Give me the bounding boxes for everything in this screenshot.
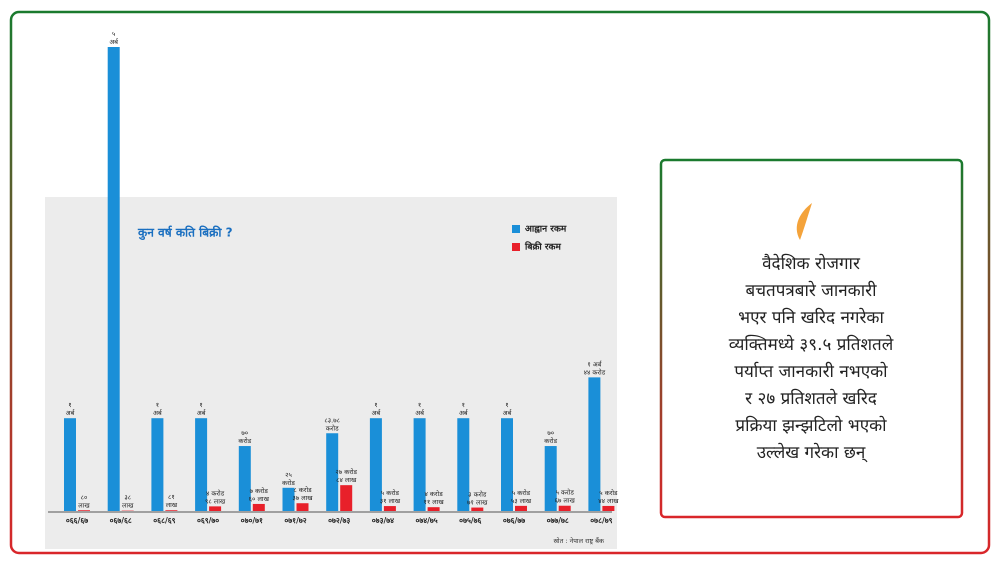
- bar: [457, 418, 470, 511]
- value-label: ८० लाख: [78, 493, 90, 509]
- value-label: ८ करोड ३७ लाख: [292, 486, 313, 502]
- bar: [515, 505, 527, 511]
- value-label: १ अर्ब: [372, 401, 382, 417]
- value-label: ७० करोड: [238, 429, 251, 445]
- bar: [326, 433, 339, 511]
- x-tick-label: ०७८/७९: [590, 516, 612, 525]
- quote-box: [659, 158, 964, 519]
- legend-swatch: [512, 225, 520, 233]
- bar: [252, 503, 265, 511]
- value-label: ४ करोड ११ लाख: [423, 490, 444, 506]
- quote-line: पर्याप्त जानकारी नभएको: [734, 361, 888, 382]
- chart-title: कुन वर्ष कति बिक्री ?: [137, 226, 233, 241]
- x-tick-label: ०७१/७२: [284, 516, 306, 525]
- value-label: ७० करोड: [544, 429, 557, 445]
- x-tick-label: ०६६/६७: [66, 516, 88, 525]
- quote-line: प्रक्रिया झन्झटिलो भएको: [735, 415, 887, 436]
- value-label: १ अर्ब: [66, 401, 76, 417]
- x-tick-label: ०६७/६८: [110, 516, 132, 525]
- quote-line: भएर पनि खरिद नगरेका: [738, 307, 884, 328]
- value-label: ८१ लाख: [166, 493, 178, 509]
- bar: [282, 487, 295, 511]
- value-label: २७ करोड ८४ लाख: [335, 468, 357, 484]
- value-label: ५ करोड ५३ लाख: [511, 489, 532, 505]
- outer-frame: [9, 10, 991, 555]
- bar: [296, 503, 309, 511]
- source: स्रोत : नेपाल राष्ट्र बैंक: [553, 537, 605, 545]
- bar: [165, 510, 178, 511]
- value-label: ४ करोड ९८ लाख: [205, 489, 226, 505]
- value-label: १ अर्ब ४४ करोड: [584, 360, 606, 376]
- value-label: १ अर्ब: [153, 401, 163, 417]
- value-label: ५ करोड ३१ लाख: [380, 489, 401, 505]
- bar: [78, 510, 90, 511]
- x-tick-label: ०६८/६९: [153, 516, 175, 525]
- quote-line: बचतपत्रबारे जानकारी: [746, 280, 878, 301]
- bar: [501, 418, 513, 511]
- x-tick-label: ०७७/७८: [547, 516, 569, 525]
- value-label: १ अर्ब: [459, 401, 469, 417]
- value-label: ५ करोड ४४ लाख: [598, 489, 619, 505]
- x-tick-label: ०७३/७४: [372, 516, 394, 525]
- value-label: १ अर्ब: [197, 401, 207, 417]
- bar: [544, 446, 557, 511]
- x-tick-label: ०७५/७६: [459, 516, 481, 525]
- bar: [383, 506, 396, 511]
- bar: [64, 418, 76, 511]
- bar: [588, 377, 601, 511]
- bar: [427, 507, 440, 511]
- bar: [238, 446, 251, 511]
- quote-icon: [796, 203, 812, 240]
- legend-label: आह्वान रकम: [525, 225, 567, 235]
- x-tick-label: ०७६/७७: [503, 516, 525, 525]
- bar: [195, 418, 208, 511]
- legend-label: बिक्री रकम: [524, 241, 561, 253]
- value-label: ५ अर्ब: [109, 30, 119, 46]
- value-label: १ अर्ब: [415, 401, 425, 417]
- bar: [340, 485, 353, 511]
- x-tick-label: ०७२/७३: [328, 516, 350, 525]
- value-label: १ अर्ब: [503, 401, 513, 417]
- value-label: ३८ लाख: [122, 494, 134, 510]
- x-tick-label: ०६९/७०: [197, 516, 219, 525]
- value-label: ३ करोड ७१ लाख: [467, 491, 488, 507]
- bar: [151, 418, 164, 511]
- x-tick-label: ०७०/७१: [241, 516, 263, 525]
- bar: [471, 507, 484, 511]
- value-label: ५ करोड ६७ लाख: [555, 489, 576, 505]
- quote-line: र २७ प्रतिशतले खरिद: [745, 388, 878, 409]
- x-tick-label: ०७४/७५: [415, 516, 437, 525]
- quote-line: व्यक्तिमध्ये ३९.५ प्रतिशतले: [729, 334, 894, 355]
- bar: [107, 47, 120, 511]
- bar: [413, 418, 426, 511]
- value-label: ८३.७८ करोड: [324, 416, 340, 432]
- legend-swatch: [512, 243, 520, 251]
- bar: [369, 418, 382, 511]
- bar: [558, 505, 571, 511]
- quote-line: उल्लेख गरेका छन्: [757, 442, 869, 463]
- value-label: २५ करोड: [282, 471, 295, 487]
- value-label: ७ करोड ६० लाख: [249, 487, 270, 503]
- bar: [602, 505, 615, 511]
- bar: [209, 506, 222, 511]
- quote-line: वैदेशिक रोजगार: [762, 253, 861, 274]
